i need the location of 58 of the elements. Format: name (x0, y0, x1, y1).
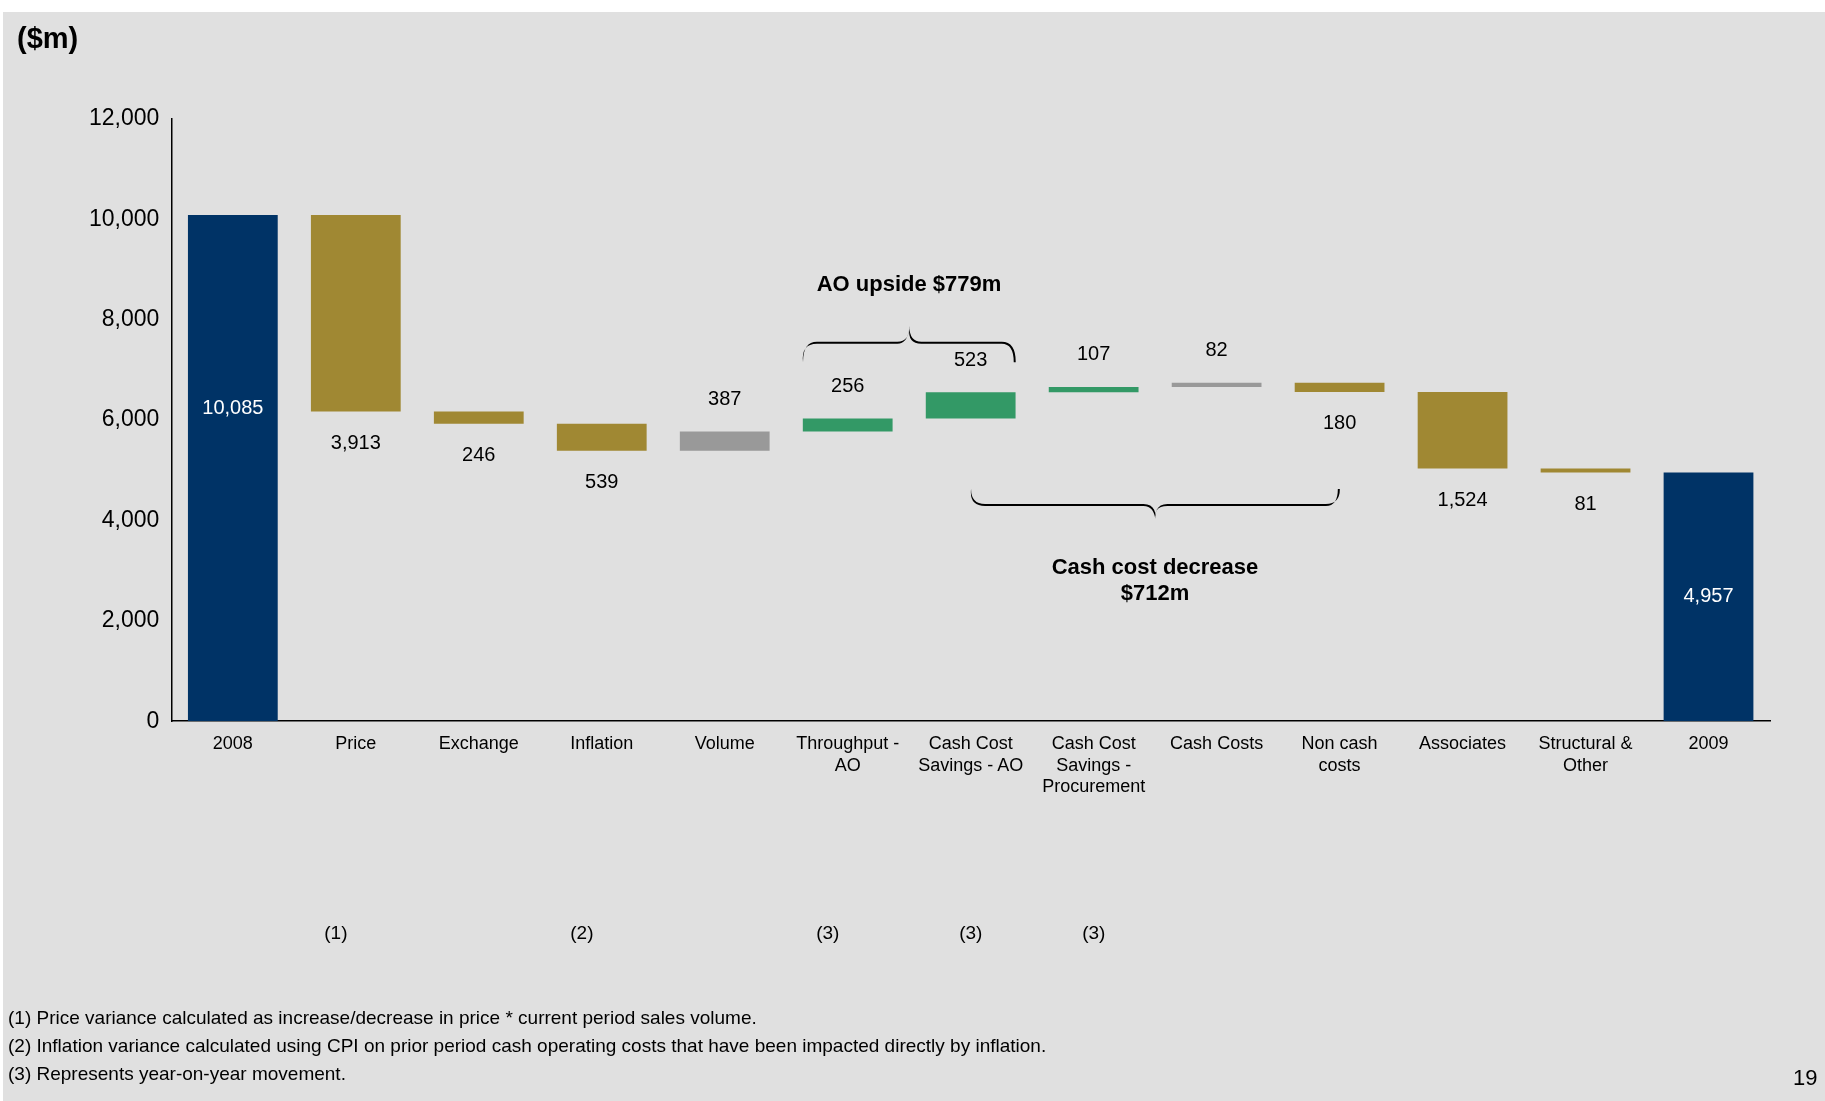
x-tick-label: Volume (694, 732, 755, 753)
x-tick-label: Cash Cost Savings - Procurement (1042, 732, 1146, 797)
x-tick-label: Inflation (570, 732, 634, 753)
data-label: 3,913 (330, 430, 381, 453)
data-label: 4,957 (1683, 584, 1734, 607)
x-tick-label: Associates (1419, 732, 1507, 753)
y-tick-label: 4,000 (101, 505, 160, 532)
x-tick-label: Cash Cost Savings - AO (918, 732, 1024, 775)
text: (3) (1082, 922, 1106, 944)
y-tick-label: 0 (146, 706, 160, 733)
x-tick-label: Non cash costs (1301, 732, 1378, 775)
x-tick-label: Structural & Other (1538, 732, 1633, 775)
bar (1417, 391, 1508, 469)
text: (2) Inflation variance calculated using CPI on prior period cash operating costs that have been impacted directly by inflation. (8, 1035, 1047, 1057)
bar (556, 423, 647, 451)
chart-title: ($m) (17, 22, 79, 55)
bar (433, 411, 524, 424)
bar (187, 215, 278, 722)
y-tick-label: 10,000 (88, 204, 160, 231)
data-label: 180 (1322, 411, 1357, 434)
data-label: 387 (708, 386, 742, 409)
annotation: AO upside $779m (816, 270, 1002, 297)
bar (1171, 382, 1262, 387)
text: (3) Represents year-on-year movement. (8, 1063, 346, 1085)
text: 19 (1793, 1065, 1818, 1091)
bar (1294, 382, 1385, 392)
text: (3) (959, 922, 983, 944)
x-tick-label: Throughput - AO (796, 732, 900, 775)
y-tick-label: 12,000 (88, 104, 160, 131)
data-label: 107 (1076, 342, 1111, 365)
y-tick-label: 6,000 (101, 405, 160, 432)
data-label: 256 (831, 374, 865, 397)
text: (2) (570, 922, 594, 944)
data-label: 10,085 (202, 395, 264, 418)
text: (1) (324, 922, 348, 944)
data-label: 246 (462, 443, 496, 466)
annotation: Cash cost decrease $712m (1051, 553, 1259, 606)
data-label: 82 (1205, 338, 1228, 361)
bar (925, 392, 1016, 419)
x-tick-label: Price (335, 732, 377, 753)
data-label: 1,524 (1437, 487, 1488, 510)
text: (1) Price variance calculated as increase/decrease in price * current period sales volume. (8, 1007, 757, 1029)
data-label: 523 (953, 347, 988, 370)
bar (1663, 472, 1754, 722)
bar (802, 418, 893, 432)
data-label: 81 (1574, 491, 1597, 514)
bar (1048, 386, 1139, 393)
x-tick-label: Cash Costs (1170, 732, 1264, 753)
x-tick-label: 2009 (1688, 732, 1729, 753)
x-tick-label: Exchange (438, 732, 519, 753)
text: (3) (816, 922, 840, 944)
x-tick-label: 2008 (212, 732, 253, 753)
bar (679, 431, 770, 451)
data-label: 539 (585, 470, 619, 493)
y-tick-label: 8,000 (101, 305, 160, 332)
bar (310, 215, 401, 412)
y-tick-label: 2,000 (101, 606, 160, 633)
bar (1540, 468, 1631, 473)
